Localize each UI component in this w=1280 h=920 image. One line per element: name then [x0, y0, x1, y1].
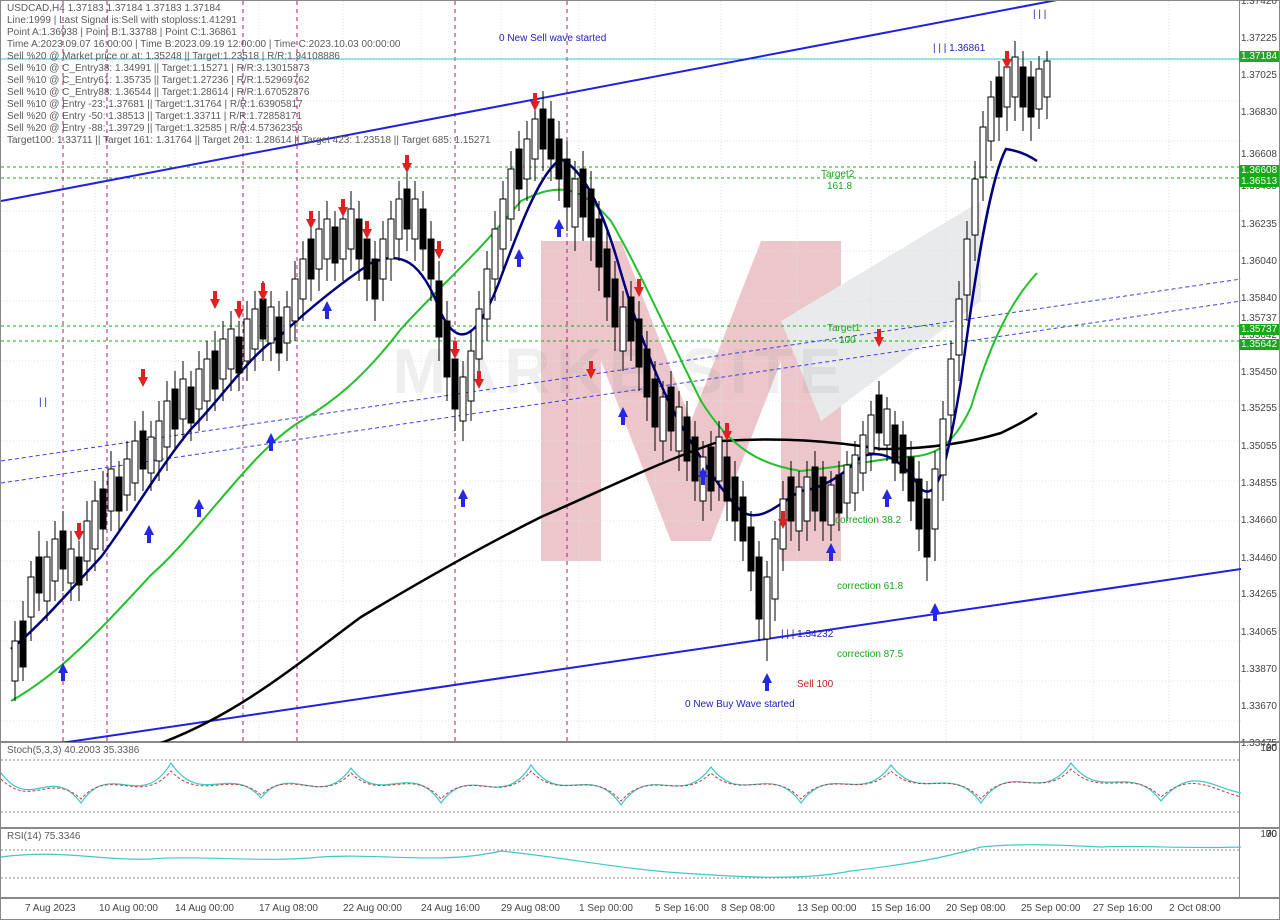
price-axis: 1.374201.372251.370251.368301.366081.365… [1240, 0, 1280, 742]
sig6: Sell %20 @ Entry -50: 1.38513 || Target:… [7, 111, 302, 122]
chart-annotation: | | [39, 397, 47, 408]
time-tick: 10 Aug 00:00 [99, 903, 158, 914]
price-tick: 1.36235 [1241, 219, 1277, 230]
time-tick: 29 Aug 08:00 [501, 903, 560, 914]
price-tick: 1.35255 [1241, 403, 1277, 414]
chart-annotation: | | | 1.36861 [933, 43, 985, 54]
price-tick: 1.37420 [1241, 0, 1277, 7]
stoch-svg [1, 743, 1241, 829]
sig7: Sell %20 @ Entry -88: 1.39729 || Target:… [7, 123, 303, 134]
price-tick: 1.34660 [1241, 515, 1277, 526]
chart-annotation: Target2 [821, 169, 854, 180]
price-tick: 1.33670 [1241, 701, 1277, 712]
main-chart-panel[interactable]: MARKE SITE [0, 0, 1240, 742]
chart-annotation: | | | [1033, 9, 1046, 20]
sig1: Sell %20 @ Market price or at: 1.35248 |… [7, 51, 340, 62]
time-tick: 24 Aug 16:00 [421, 903, 480, 914]
price-tick: 1.34460 [1241, 553, 1277, 564]
price-tick: 1.33870 [1241, 664, 1277, 675]
sig5: Sell %10 @ Entry -23: 1.37681 || Target:… [7, 99, 303, 110]
price-tick: 1.37025 [1241, 70, 1277, 81]
time-tick: 1 Sep 00:00 [579, 903, 633, 914]
chart-title: USDCAD,H4 1.37183 1.37184 1.37183 1.3718… [7, 3, 221, 14]
chart-annotation: Target1 [827, 323, 860, 334]
info-line2: Line:1999 | Last Signal is:Sell with sto… [7, 15, 237, 26]
level-tag: 1.36513 [1239, 176, 1279, 187]
chart-annotation: 161.8 [827, 181, 852, 192]
sig4: Sell %10 @ C_Entry88: 1.36544 || Target:… [7, 87, 309, 98]
price-tick: 1.35737 [1241, 313, 1277, 324]
price-tick: 1.34265 [1241, 589, 1277, 600]
rsi-panel[interactable]: RSI(14) 75.3346 [0, 828, 1240, 898]
sell-wave-label: 0 New Sell wave started [499, 33, 606, 44]
price-tick: 1.37225 [1241, 33, 1277, 44]
info-line4: Time A:2023.09.07 16:00:00 | Time B:2023… [7, 39, 400, 50]
level-tag: 1.35737 [1239, 324, 1279, 335]
time-tick: 13 Sep 00:00 [797, 903, 857, 914]
time-tick: 2 Oct 08:00 [1169, 903, 1221, 914]
watermark-logo [441, 181, 1021, 661]
price-tick: 1.34855 [1241, 478, 1277, 489]
time-tick: 7 Aug 2023 [25, 903, 76, 914]
time-tick: 22 Aug 00:00 [343, 903, 402, 914]
sig3: Sell %10 @ C_Entry61: 1.35735 || Target:… [7, 75, 309, 86]
stoch-title: Stoch(5,3,3) 40.2003 35.3386 [7, 745, 139, 756]
chart-annotation: Sell 100 [797, 679, 833, 690]
chart-annotation: correction 87.5 [837, 649, 903, 660]
price-tick: 1.35840 [1241, 293, 1277, 304]
targets-line: Target100: 1.33711 || Target 161: 1.3176… [7, 135, 491, 146]
time-tick: 25 Sep 00:00 [1021, 903, 1081, 914]
price-tick: 1.36040 [1241, 256, 1277, 267]
chart-annotation: | | | 1.34232 [781, 629, 833, 640]
level-tag: 1.36608 [1239, 165, 1279, 176]
chart-annotation: 0 New Buy Wave started [685, 699, 795, 710]
time-tick: 20 Sep 08:00 [946, 903, 1006, 914]
rsi-axis: 100 70 30 0 [1240, 828, 1280, 898]
current-price-tag: 1.37184 [1239, 51, 1279, 62]
time-tick: 17 Aug 08:00 [259, 903, 318, 914]
rsi-title: RSI(14) 75.3346 [7, 831, 80, 842]
time-tick: 14 Aug 00:00 [175, 903, 234, 914]
rsi-svg [1, 829, 1241, 899]
price-tick: 1.34065 [1241, 627, 1277, 638]
time-tick: 8 Sep 08:00 [721, 903, 775, 914]
stochastic-panel[interactable]: Stoch(5,3,3) 40.2003 35.3386 [0, 742, 1240, 828]
price-tick: 1.35450 [1241, 367, 1277, 378]
level-tag: 1.35642 [1239, 339, 1279, 350]
watermark-text: MARKE SITE [393, 334, 848, 408]
price-tick: 1.35055 [1241, 441, 1277, 452]
time-tick: 27 Sep 16:00 [1093, 903, 1153, 914]
time-axis: 7 Aug 2023 10 Aug 00:00 14 Aug 00:00 17 Aug… [0, 898, 1280, 920]
time-tick: 15 Sep 16:00 [871, 903, 931, 914]
time-tick: 5 Sep 16:00 [655, 903, 709, 914]
info-line3: Point A:1.36938 | Point B:1.33788 | Poin… [7, 27, 237, 38]
stoch-axis: 100 80 20 0 [1240, 742, 1280, 828]
price-tick: 1.36830 [1241, 107, 1277, 118]
price-tick: 1.36608 [1241, 149, 1277, 160]
chart-annotation: correction 61.8 [837, 581, 903, 592]
sig2: Sell %10 @ C_Entry38: 1.34991 || Target:… [7, 63, 309, 74]
chart-annotation: correction 38.2 [835, 515, 901, 526]
chart-annotation: 100 [839, 335, 856, 346]
